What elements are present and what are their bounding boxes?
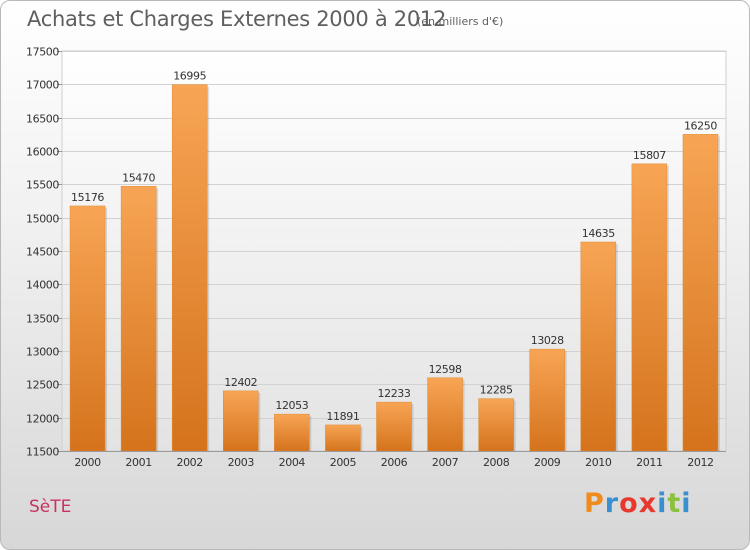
bar-2003 <box>223 390 259 452</box>
y-tick-label: 13000 <box>26 346 59 359</box>
commune-name: SèTE <box>29 497 72 517</box>
x-tick-label: 2011 <box>636 456 662 469</box>
bar-2008 <box>478 398 514 452</box>
brand-letter: x <box>638 488 658 519</box>
brand-letter: i <box>681 488 692 519</box>
data-label: 14635 <box>582 227 615 240</box>
bar-2010 <box>580 241 617 452</box>
chart-subtitle: (en milliers d'€) <box>417 15 504 28</box>
y-tick-label: 14500 <box>26 246 59 259</box>
y-tick-label: 12000 <box>26 413 59 426</box>
y-tick-label: 11500 <box>26 446 59 459</box>
x-axis: 2000 2001 2002 2003 2004 2005 2006 2007 2008 2009… <box>62 451 726 469</box>
x-tick-label: 2003 <box>228 456 255 469</box>
x-tick-label: 2002 <box>176 456 202 469</box>
brand-letter: o <box>619 488 639 519</box>
bar-2005 <box>325 424 361 452</box>
y-tick-label: 14000 <box>26 279 59 292</box>
brand-letter: i <box>657 488 668 519</box>
x-tick-label: 2004 <box>279 456 306 469</box>
x-tick-label: 2008 <box>483 456 510 469</box>
x-tick-label: 2007 <box>432 456 459 469</box>
y-tick-label: 16000 <box>26 146 59 159</box>
x-tick-label: 2009 <box>534 456 561 469</box>
x-tick-label: 2010 <box>585 456 612 469</box>
data-label: 12053 <box>275 399 308 412</box>
y-tick-label: 12500 <box>26 379 59 392</box>
bar-2009 <box>529 348 565 452</box>
bars: 15176 15470 16995 12402 12053 11891 12233 12598… <box>69 70 720 452</box>
data-label: 11891 <box>326 410 359 423</box>
data-label: 12402 <box>224 376 257 389</box>
brand-letter: P <box>584 488 605 519</box>
chart-title: Achats et Charges Externes 2000 à 2012 <box>27 7 447 31</box>
y-tick-label: 17000 <box>26 79 59 92</box>
bar-2006 <box>376 401 412 452</box>
data-label: 12598 <box>429 363 462 376</box>
data-label: 12233 <box>378 387 411 400</box>
data-label: 15176 <box>71 191 104 204</box>
y-tick-label: 13500 <box>26 313 59 326</box>
data-label: 15470 <box>122 171 155 184</box>
bar-2011 <box>631 163 668 452</box>
bar-2002 <box>171 84 208 452</box>
y-tick-label: 17500 <box>26 46 59 59</box>
x-tick-label: 2000 <box>74 456 101 469</box>
data-label: 16250 <box>684 119 717 132</box>
brand-logo: Proxiti <box>584 488 692 519</box>
x-tick-label: 2006 <box>381 456 408 469</box>
bar-2000 <box>69 205 106 452</box>
y-tick-label: 16500 <box>26 113 59 126</box>
brand-letter: r <box>604 488 620 519</box>
y-tick-label: 15000 <box>26 213 59 226</box>
y-axis: 11500 12000 12500 13000 13500 14000 14500 15000… <box>26 46 62 459</box>
brand-letter: t <box>667 488 682 519</box>
bar-2007 <box>427 377 463 452</box>
bar-2001 <box>120 186 157 452</box>
x-tick-label: 2012 <box>687 456 713 469</box>
bar-2012 <box>682 134 719 452</box>
data-label: 12285 <box>480 384 513 397</box>
data-label: 13028 <box>531 334 564 347</box>
x-tick-label: 2005 <box>330 456 357 469</box>
y-tick-label: 15500 <box>26 179 59 192</box>
data-label: 16995 <box>173 70 206 83</box>
data-label: 15807 <box>633 149 666 162</box>
x-tick-label: 2001 <box>125 456 151 469</box>
bar-2004 <box>274 413 310 452</box>
